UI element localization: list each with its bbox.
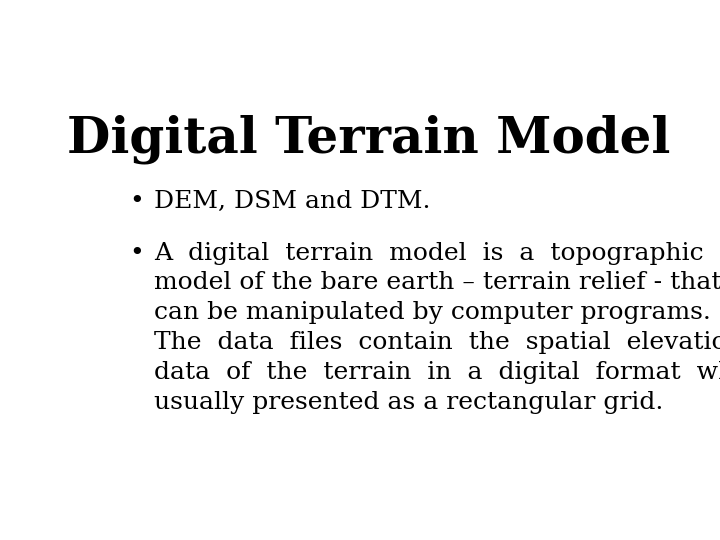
Text: The  data  files  contain  the  spatial  elevation: The data files contain the spatial eleva…	[154, 332, 720, 354]
Text: data  of  the  terrain  in  a  digital  format  which: data of the terrain in a digital format …	[154, 361, 720, 384]
Text: model of the bare earth – terrain relief - that: model of the bare earth – terrain relief…	[154, 272, 720, 294]
Text: usually presented as a rectangular grid.: usually presented as a rectangular grid.	[154, 391, 664, 414]
Text: DEM, DSM and DTM.: DEM, DSM and DTM.	[154, 190, 431, 213]
Text: •: •	[129, 190, 144, 213]
Text: •: •	[129, 241, 144, 265]
Text: Digital Terrain Model: Digital Terrain Model	[67, 114, 671, 164]
Text: can be manipulated by computer programs.: can be manipulated by computer programs.	[154, 301, 711, 325]
Text: A  digital  terrain  model  is  a  topographic: A digital terrain model is a topographic	[154, 241, 703, 265]
